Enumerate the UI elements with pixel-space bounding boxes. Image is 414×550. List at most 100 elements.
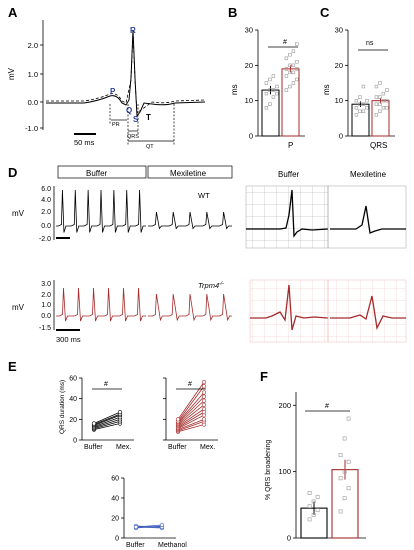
pair-point bbox=[201, 417, 207, 422]
pair-line bbox=[93, 414, 121, 426]
wt-zoom-mex-grid bbox=[327, 185, 407, 249]
panel-b-sig: # bbox=[283, 39, 287, 46]
y-tick-label: 20 bbox=[111, 516, 119, 523]
wave-label-t: T bbox=[146, 113, 151, 122]
panel-c-xlabel: QRS bbox=[370, 141, 387, 150]
y-tick-label: 10 bbox=[335, 96, 343, 105]
data-point bbox=[264, 91, 269, 96]
pair-line bbox=[177, 392, 205, 423]
y-tick-label: 60 bbox=[111, 476, 119, 483]
panel-a-scalebar-label: 50 ms bbox=[74, 138, 95, 147]
data-point bbox=[291, 81, 296, 85]
wt-mexiletine-ecg-trace bbox=[148, 211, 232, 230]
pair-line bbox=[93, 423, 121, 431]
panel-f-ylabel: % QRS broadening bbox=[265, 440, 272, 500]
ko-tick: 3.0 bbox=[41, 281, 51, 288]
wave-label-r: R bbox=[130, 26, 136, 35]
data-point bbox=[342, 496, 347, 501]
data-point bbox=[291, 63, 296, 68]
panel-a-tick: -1.0 bbox=[25, 124, 38, 133]
data-point bbox=[346, 459, 351, 464]
data-point bbox=[342, 436, 347, 441]
panel-a-ylabel: mV bbox=[7, 67, 16, 80]
pair-point bbox=[201, 384, 207, 389]
zoom-title-buffer: Buffer bbox=[278, 170, 300, 179]
wave-label-q: Q bbox=[126, 106, 132, 115]
bar bbox=[281, 68, 300, 137]
panel-c: C ms 30 20 10 0 ns QRS bbox=[320, 5, 395, 150]
data-point bbox=[268, 77, 272, 82]
data-point bbox=[295, 42, 299, 46]
bar bbox=[371, 100, 390, 137]
y-tick-label: 0 bbox=[339, 132, 343, 141]
pair-line bbox=[177, 421, 205, 432]
data-point bbox=[378, 95, 382, 99]
ko-tick: -1.5 bbox=[39, 325, 51, 332]
wave-label-p: P bbox=[110, 87, 116, 96]
panel-letter-c: C bbox=[320, 5, 330, 20]
panel-letter-e: E bbox=[8, 359, 17, 374]
x-label: Mex. bbox=[200, 444, 215, 451]
wt-buffer-ecg-trace bbox=[56, 189, 146, 233]
data-point bbox=[358, 109, 362, 113]
pair-line bbox=[177, 381, 205, 420]
qrs-label: QRS bbox=[127, 134, 139, 140]
data-point bbox=[315, 494, 320, 499]
y-tick-label: 30 bbox=[245, 26, 253, 35]
pair-line bbox=[177, 424, 205, 433]
data-point bbox=[378, 81, 382, 85]
e-wt-plot: 60 40 20 0 Buffer Mex. # bbox=[69, 376, 134, 451]
pair-line bbox=[135, 526, 163, 529]
data-point bbox=[284, 67, 289, 71]
x-label: Mex. bbox=[116, 444, 131, 451]
sig-label: # bbox=[104, 381, 108, 388]
panel-e: E QRS duration (ms) 60 40 20 0 Buffer Mex. # B… bbox=[8, 359, 218, 549]
data-point bbox=[295, 60, 299, 64]
data-point bbox=[311, 499, 316, 504]
ko-tick: 2.0 bbox=[41, 292, 51, 299]
panel-a-tick: 2.0 bbox=[28, 41, 38, 50]
data-point bbox=[338, 509, 343, 514]
data-point bbox=[358, 102, 362, 106]
condition-buffer-label: Buffer bbox=[86, 169, 108, 178]
data-point bbox=[275, 84, 279, 89]
data-point bbox=[381, 91, 386, 96]
pair-point bbox=[201, 394, 207, 399]
panel-b-ylabel: ms bbox=[230, 84, 239, 95]
pair-line bbox=[177, 414, 205, 429]
y-tick-label: 100 bbox=[278, 467, 291, 476]
data-point bbox=[338, 453, 343, 457]
data-point bbox=[378, 109, 382, 113]
panel-letter-f: F bbox=[260, 369, 268, 384]
data-point bbox=[365, 106, 369, 110]
pair-line bbox=[177, 411, 205, 428]
pair-line bbox=[177, 400, 205, 425]
y-tick-label: 0 bbox=[115, 536, 119, 543]
panel-letter-b: B bbox=[228, 5, 237, 20]
y-tick-label: 0 bbox=[249, 132, 253, 141]
pair-point bbox=[201, 402, 207, 407]
pair-line bbox=[93, 421, 121, 430]
bar bbox=[331, 469, 359, 539]
ko-label: Trpm4-/- bbox=[198, 281, 224, 290]
data-point bbox=[346, 486, 351, 491]
panel-a-tick: 0.0 bbox=[28, 98, 38, 107]
data-point bbox=[361, 109, 366, 113]
wave-label-s: S bbox=[133, 115, 139, 124]
data-point bbox=[268, 88, 272, 92]
pair-line bbox=[93, 418, 121, 428]
data-point bbox=[291, 70, 296, 75]
panel-f-sig: # bbox=[325, 403, 329, 410]
panel-b-xlabel: P bbox=[288, 141, 293, 150]
pair-point bbox=[201, 398, 207, 403]
pair-line bbox=[177, 386, 205, 422]
ko-tick: 0.0 bbox=[41, 313, 51, 320]
data-point bbox=[307, 504, 312, 509]
wt-zoom-mex-trace bbox=[330, 205, 406, 234]
data-point bbox=[315, 508, 320, 513]
data-point bbox=[275, 91, 279, 96]
y-tick-label: 200 bbox=[278, 401, 291, 410]
ecg-average-trace bbox=[46, 29, 206, 118]
ko-zoom-mex-grid bbox=[327, 279, 407, 343]
qt-label: QT bbox=[146, 144, 154, 150]
